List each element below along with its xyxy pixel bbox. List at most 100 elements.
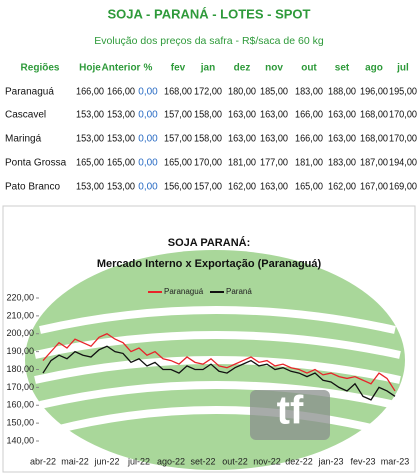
y-tick-label: 150,00 [6,418,34,428]
table-cell: 170,00 [389,110,417,121]
table-cell: 180,00 [228,87,256,98]
table-cell: 157,00 [194,182,222,193]
table-cell: 0,00 [138,110,158,121]
table-cell: 0,00 [138,87,158,98]
x-tick-label: mai-22 [61,456,89,466]
series-line [42,345,396,401]
table-cell: 156,00 [164,182,192,193]
x-tick-label: out-22 [222,456,248,466]
table-cell: 0,00 [138,158,158,169]
table-cell: 172,00 [194,87,222,98]
table-cell: 163,00 [328,110,356,121]
table-cell: 163,00 [260,110,288,121]
x-tick-label: jan-23 [317,456,343,466]
table-cell: 165,00 [76,158,104,169]
table-cell: 165,00 [295,182,323,193]
table-cell: 168,00 [360,134,388,145]
legend-label: Paranaguá [164,287,204,296]
header-cell: % [144,63,153,74]
x-tick-label: mar-23 [381,456,410,466]
region-name: Ponta Grossa [5,158,67,169]
table-cell: 166,00 [107,87,135,98]
x-tick-label: dez-22 [285,456,313,466]
table-cell: 166,00 [76,87,104,98]
table-cell: 165,00 [164,158,192,169]
y-tick-label: 190,00 [6,346,34,356]
region-name: Maringá [5,134,42,145]
table-cell: 195,00 [389,87,417,98]
x-tick-label: abr-22 [30,456,56,466]
region-name: Paranaguá [5,87,54,98]
table-cell: 167,00 [360,182,388,193]
table-cell: 153,00 [107,110,135,121]
table-cell: 153,00 [76,182,104,193]
table-cell: 181,00 [228,158,256,169]
table-cell: 158,00 [194,134,222,145]
table-cell: 163,00 [228,110,256,121]
table-cell: 196,00 [360,87,388,98]
table-cell: 157,00 [164,110,192,121]
header-cell: fev [171,63,186,74]
x-tick-label: set-22 [190,456,215,466]
y-tick-label: 210,00 [6,310,34,320]
header-cell: dez [234,63,251,74]
subtitle: Evolução dos preços da safra - R$/saca d… [94,35,324,47]
x-tick-label: jun-22 [93,456,119,466]
table-cell: 181,00 [295,158,323,169]
table-cell: 158,00 [194,110,222,121]
table-cell: 157,00 [164,134,192,145]
y-tick-label: 220,00 [6,292,34,302]
x-tick-label: fev-23 [350,456,375,466]
logo: tf [277,389,304,433]
x-tick-label: nov-22 [253,456,281,466]
header-cell: Hoje [79,63,101,74]
series-line [42,333,396,392]
table-cell: 163,00 [260,134,288,145]
table-cell: 0,00 [138,134,158,145]
y-tick-label: 160,00 [6,400,34,410]
y-tick-label: 140,00 [6,435,34,445]
region-name: Pato Branco [5,182,60,193]
y-tick-label: 200,00 [6,328,34,338]
table-cell: 153,00 [76,134,104,145]
table-cell: 163,00 [260,182,288,193]
header-cell: jul [396,63,409,74]
table-cell: 162,00 [228,182,256,193]
header-cell: out [301,63,317,74]
header-cell: ago [365,63,383,74]
table-cell: 163,00 [228,134,256,145]
table-cell: 166,00 [295,134,323,145]
table-cell: 188,00 [328,87,356,98]
table-cell: 163,00 [328,134,356,145]
y-tick-label: 180,00 [6,364,34,374]
table-cell: 165,00 [107,158,135,169]
table-cell: 177,00 [260,158,288,169]
table-cell: 170,00 [194,158,222,169]
y-tick-label: 170,00 [6,382,34,392]
table-cell: 170,00 [389,134,417,145]
header-cell: set [335,63,350,74]
table-cell: 169,00 [389,182,417,193]
title: SOJA - PARANÁ - LOTES - SPOT [108,6,311,21]
table-cell: 162,00 [328,182,356,193]
table-cell: 153,00 [107,182,135,193]
table-cell: 185,00 [260,87,288,98]
header-cell: jan [200,63,215,74]
x-tick-label: ago-22 [157,456,185,466]
table-cell: 153,00 [107,134,135,145]
header-cell: nov [265,63,283,74]
table-cell: 168,00 [164,87,192,98]
background-art [25,250,405,470]
table-cell: 168,00 [360,110,388,121]
header-cell: Anterior [102,63,141,74]
table-cell: 0,00 [138,182,158,193]
legend-label: Paraná [226,287,252,296]
table-cell: 153,00 [76,110,104,121]
x-tick-label: jul-22 [127,456,150,466]
table-cell: 194,00 [389,158,417,169]
table-cell: 166,00 [295,110,323,121]
header-cell: Regiões [21,63,60,74]
table-cell: 183,00 [295,87,323,98]
table-cell: 183,00 [328,158,356,169]
